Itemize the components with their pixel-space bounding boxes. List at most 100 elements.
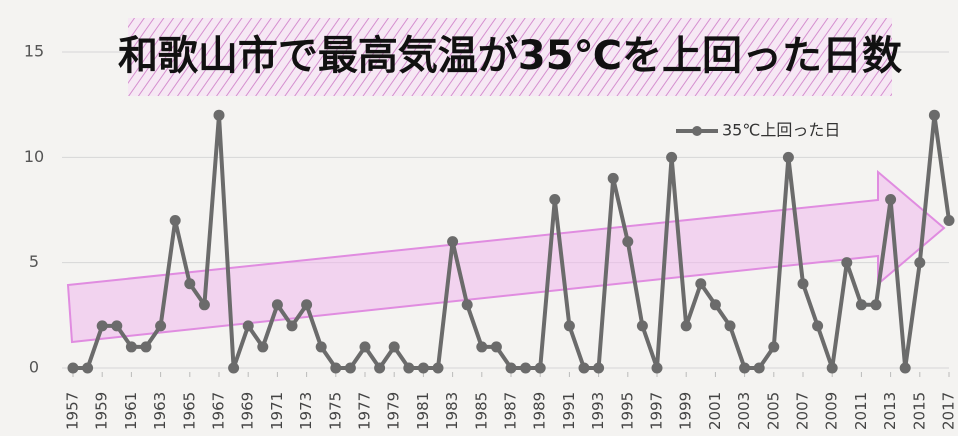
data-point <box>899 362 911 374</box>
data-point <box>739 362 751 374</box>
x-tick-label: 1997 <box>648 392 666 430</box>
data-point <box>651 362 663 374</box>
x-tick-label: 1987 <box>502 392 520 430</box>
data-point <box>666 151 678 163</box>
data-point <box>753 362 765 374</box>
data-point <box>578 362 590 374</box>
data-point <box>286 320 298 332</box>
data-point <box>301 299 313 311</box>
data-point <box>257 341 269 353</box>
data-point <box>330 362 342 374</box>
data-point <box>432 362 444 374</box>
data-point <box>549 193 561 205</box>
data-point <box>67 362 79 374</box>
x-tick-label: 1975 <box>326 392 344 430</box>
data-point <box>680 320 692 332</box>
data-point <box>636 320 648 332</box>
data-point <box>403 362 415 374</box>
data-point <box>111 320 123 332</box>
x-tick-label: 2007 <box>794 392 812 430</box>
x-tick-label: 1995 <box>618 392 636 430</box>
x-tick-label: 1985 <box>472 392 490 430</box>
data-point <box>490 341 502 353</box>
data-point <box>374 362 386 374</box>
data-point <box>709 299 721 311</box>
x-tick-label: 2015 <box>910 392 928 430</box>
x-tick-label: 1977 <box>356 392 374 430</box>
x-tick-label: 1973 <box>297 392 315 430</box>
data-point <box>476 341 488 353</box>
data-point <box>169 215 181 227</box>
x-tick-label: 1965 <box>180 392 198 430</box>
data-point <box>812 320 824 332</box>
data-point <box>943 215 955 227</box>
legend-marker <box>692 126 702 136</box>
x-tick-label: 1999 <box>677 392 695 430</box>
data-point <box>213 109 225 121</box>
data-point <box>388 341 400 353</box>
data-point <box>505 362 517 374</box>
x-tick-label: 2011 <box>852 392 870 430</box>
data-point <box>461 299 473 311</box>
x-tick-label: 1983 <box>443 392 461 430</box>
data-point <box>695 278 707 290</box>
data-point <box>417 362 429 374</box>
x-tick-label: 1967 <box>210 392 228 430</box>
x-tick-label: 1971 <box>268 392 286 430</box>
data-point <box>885 193 897 205</box>
data-point <box>782 151 794 163</box>
x-tick-label: 1959 <box>93 392 111 430</box>
x-tick-label: 2005 <box>764 392 782 430</box>
y-tick-label: 15 <box>24 42 44 61</box>
x-tick-label: 1993 <box>589 392 607 430</box>
x-tick-label: 1989 <box>531 392 549 430</box>
x-tick-label: 1961 <box>122 392 140 430</box>
x-tick-label: 1979 <box>385 392 403 430</box>
data-point <box>184 278 196 290</box>
data-point <box>447 236 459 248</box>
x-tick-label: 2009 <box>823 392 841 430</box>
data-point <box>855 299 867 311</box>
x-tick-label: 1981 <box>414 392 432 430</box>
data-point <box>724 320 736 332</box>
x-tick-label: 2017 <box>940 392 958 430</box>
data-point <box>228 362 240 374</box>
data-point <box>768 341 780 353</box>
data-point <box>96 320 108 332</box>
data-point <box>520 362 532 374</box>
data-point <box>315 341 327 353</box>
title-box <box>128 18 892 96</box>
data-point <box>607 172 619 184</box>
x-tick-label: 2003 <box>735 392 753 430</box>
x-tick-label: 2001 <box>706 392 724 430</box>
x-tick-label: 1963 <box>151 392 169 430</box>
legend: 35℃上回った日 <box>676 121 840 140</box>
data-point <box>914 257 926 269</box>
data-point <box>826 362 838 374</box>
data-point <box>593 362 605 374</box>
chart-title: 和歌山市で最高気温が35℃を上回った日数 <box>118 33 902 79</box>
data-point <box>928 109 940 121</box>
data-point <box>359 341 371 353</box>
y-tick-label: 5 <box>29 252 39 271</box>
data-point <box>82 362 94 374</box>
legend-label: 35℃上回った日 <box>722 121 840 140</box>
y-tick-label: 10 <box>24 147 44 166</box>
x-tick-label: 1991 <box>560 392 578 430</box>
data-point <box>797 278 809 290</box>
x-tick-label: 1969 <box>239 392 257 430</box>
data-point <box>563 320 575 332</box>
data-point <box>534 362 546 374</box>
data-point <box>242 320 254 332</box>
data-point <box>344 362 356 374</box>
data-point <box>198 299 210 311</box>
x-tick-label: 1957 <box>64 392 82 430</box>
data-point <box>271 299 283 311</box>
data-point <box>140 341 152 353</box>
data-point <box>155 320 167 332</box>
data-point <box>870 299 882 311</box>
x-tick-label: 2013 <box>881 392 899 430</box>
data-point <box>125 341 137 353</box>
data-point <box>841 257 853 269</box>
data-point <box>622 236 634 248</box>
